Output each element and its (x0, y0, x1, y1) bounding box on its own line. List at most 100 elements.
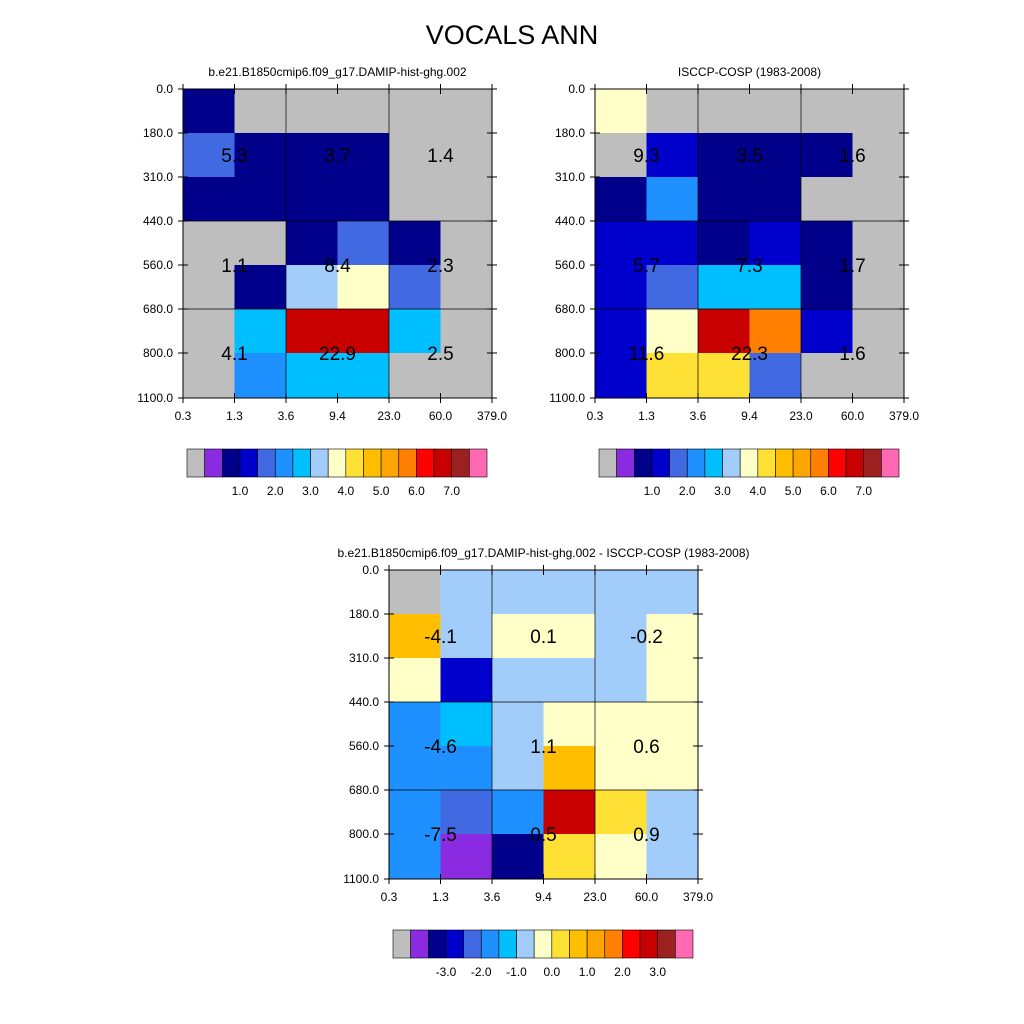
x-tick-label: 60.0 (429, 409, 453, 423)
y-tick-label: 440.0 (349, 695, 379, 709)
colorbar-swatch (604, 929, 623, 959)
colorbar-swatch (410, 929, 429, 959)
colorbar-swatch (392, 929, 411, 959)
heatmap-cell (646, 133, 699, 178)
block-total-label: 1.1 (530, 737, 556, 758)
block-total-label: 22.3 (731, 344, 768, 365)
heatmap-cell (440, 658, 493, 703)
heatmap-cell (234, 177, 287, 222)
block-total-label: 5.7 (633, 256, 659, 277)
heatmap-cell (801, 221, 853, 266)
heatmap-cell (492, 658, 544, 703)
heatmap-cell (595, 834, 647, 880)
heatmap-cell (183, 133, 235, 178)
colorbar-label: 1.0 (579, 965, 596, 979)
heatmap-cell (749, 309, 802, 354)
heatmap-cell (801, 353, 853, 399)
x-tick-label: 1.3 (432, 890, 449, 904)
heatmap-cell (389, 834, 441, 880)
colorbar-swatch (292, 448, 311, 478)
x-tick-label: 0.3 (175, 409, 192, 423)
x-tick-label: 3.6 (278, 409, 295, 423)
colorbar-swatch (757, 448, 776, 478)
heatmap-cell (234, 221, 287, 266)
heatmap-cell (852, 309, 905, 354)
colorbar-swatch (451, 448, 470, 478)
block-total-label: 1.4 (427, 146, 454, 167)
x-tick-label: 9.4 (535, 890, 552, 904)
heatmap-cell (337, 309, 390, 354)
colorbar-swatch (686, 448, 706, 478)
heatmap-cell (852, 353, 905, 399)
heatmap-cell (286, 89, 338, 134)
block-total-label: -4.1 (424, 627, 457, 648)
heatmap-cell (337, 89, 390, 134)
heatmap-cell (543, 702, 596, 747)
heatmap-cell (595, 746, 647, 791)
x-tick-label: 379.0 (683, 890, 713, 904)
colorbar-swatch (586, 929, 606, 959)
heatmap-cell (389, 309, 441, 354)
heatmap-cell (286, 177, 338, 222)
colorbar-swatch (469, 448, 488, 478)
x-tick-label: 0.3 (587, 409, 604, 423)
block-total-label: 0.5 (530, 825, 556, 846)
colorbar-label: 2.0 (614, 965, 631, 979)
heatmap-cell (234, 353, 287, 399)
y-tick-label: 180.0 (143, 126, 173, 140)
colorbar-swatch (704, 448, 723, 478)
colorbar-swatch (810, 448, 829, 478)
colorbar-swatch (551, 929, 570, 959)
heatmap-cell (595, 89, 647, 134)
colorbar-swatch (463, 929, 482, 959)
panel-title: b.e21.B1850cmip6.f09_g17.DAMIP-hist-ghg.… (337, 546, 749, 560)
colorbar-swatch (327, 448, 347, 478)
colorbar-swatch (274, 448, 294, 478)
heatmap-panel-1: 0.0 180.0 310.0 440.0 560.0 680.0 800.0 1100.00… (137, 65, 507, 498)
heatmap-cell (440, 89, 493, 134)
y-tick-label: 310.0 (349, 651, 379, 665)
y-tick-label: 680.0 (555, 302, 585, 316)
panel-title: b.e21.B1850cmip6.f09_g17.DAMIP-hist-ghg.… (208, 65, 466, 79)
colorbar-swatch (516, 929, 535, 959)
y-tick-label: 680.0 (349, 783, 379, 797)
colorbar-swatch (427, 929, 447, 959)
heatmap-cell (286, 265, 338, 310)
heatmap-cell (337, 265, 390, 310)
block-total-label: 22.9 (319, 344, 356, 365)
x-tick-label: 379.0 (889, 409, 919, 423)
colorbar-swatch (845, 448, 865, 478)
heatmap-cell (389, 790, 441, 835)
heatmap-cell (286, 309, 338, 354)
colorbar-swatch (480, 929, 500, 959)
y-tick-label: 1100.0 (549, 391, 585, 405)
block-total-label: 4.1 (221, 344, 247, 365)
heatmap-cell (389, 570, 441, 615)
heatmap-cell (183, 177, 235, 222)
heatmap-cell (440, 790, 493, 835)
heatmap-cell (543, 614, 596, 659)
y-tick-label: 800.0 (349, 827, 379, 841)
heatmap-cell (234, 133, 287, 178)
colorbar-swatch (363, 448, 382, 478)
heatmap-panel-2: 0.0 180.0 310.0 440.0 560.0 680.0 800.0 1100.00… (549, 65, 919, 498)
heatmap-cell (389, 133, 441, 178)
heatmap-cell (698, 133, 750, 178)
heatmap-cell (183, 309, 235, 354)
heatmap-cell (389, 221, 441, 266)
colorbar-label: -2.0 (471, 965, 492, 979)
block-total-label: 1.7 (839, 256, 865, 277)
colorbar-swatch (651, 448, 670, 478)
heatmap-cell (646, 702, 699, 747)
colorbar-swatch (639, 929, 659, 959)
colorbar-swatch (416, 448, 435, 478)
colorbar-swatch (775, 448, 794, 478)
heatmap-cell (595, 133, 647, 178)
heatmap-cell (234, 89, 287, 134)
heatmap-cell (646, 834, 699, 880)
colorbar-label: 5.0 (785, 484, 802, 498)
heatmap-cell (646, 177, 699, 222)
block-total-label: 7.3 (736, 256, 762, 277)
heatmap-cell (646, 89, 699, 134)
